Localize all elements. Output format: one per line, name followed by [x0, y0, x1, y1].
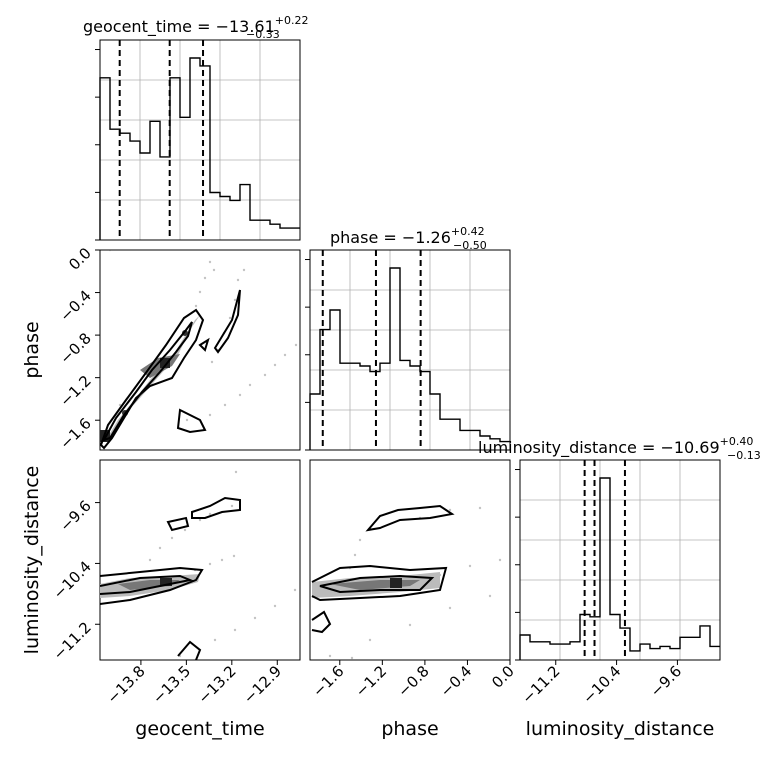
title-phase: phase = −1.26+0.42 −0.50: [330, 225, 487, 252]
x-tick-label: 0.0: [488, 662, 518, 692]
x-tick-label: −13.2: [194, 662, 239, 707]
y-tick-label: −0.4: [56, 287, 94, 325]
y-tick-label: −1.6: [56, 414, 94, 452]
density-fill: [100, 315, 200, 442]
contour-luminosity-distance-vs-geocent-time: [99, 459, 301, 661]
sample-points: [108, 250, 298, 422]
y-tick-label: −0.8: [56, 329, 94, 367]
y-tick-label: 0.0: [65, 244, 95, 274]
tick-labels: −13.8 −13.5 −13.2 −12.9 −1.6 −1.2 −0.8 −0.4 0.0−…: [50, 244, 686, 707]
x-tick-label: −0.4: [437, 662, 475, 700]
title-luminosity-distance: luminosity_distance = −10.69+0.40 −0.13: [478, 435, 760, 462]
y-tick-label: −11.2: [50, 618, 95, 663]
histogram-steps: [519, 477, 720, 660]
ylabel-luminosity-distance: luminosity_distance: [21, 466, 43, 655]
histogram-steps: [309, 267, 510, 450]
y-tick-label: −1.2: [56, 372, 94, 410]
density-fill: [312, 572, 440, 598]
x-tick-label: −9.6: [647, 662, 685, 700]
ylabel-phase: phase: [21, 321, 43, 378]
x-tick-label: −0.8: [394, 662, 432, 700]
histogram-geocent-time: [95, 39, 301, 241]
contour-phase-vs-geocent-time: [99, 249, 301, 451]
x-tick-label: −1.6: [309, 662, 347, 700]
contour-lines: [311, 504, 455, 634]
x-tick-label: −1.2: [352, 662, 390, 700]
x-tick-label: −12.9: [240, 662, 285, 707]
contour-luminosity-distance-vs-phase: [309, 459, 511, 661]
x-tick-label: −11.2: [518, 662, 563, 707]
x-tick-label: −13.5: [149, 662, 194, 707]
histogram-steps: [99, 57, 300, 240]
histogram-phase: [305, 249, 511, 451]
x-tick-label: −13.8: [104, 662, 149, 707]
histogram-luminosity-distance: [515, 459, 721, 661]
title-geocent-time: geocent_time = −13.61+0.22 −0.33: [83, 14, 309, 41]
contour-lines: [100, 496, 241, 660]
x-tick-label: −10.4: [579, 662, 624, 707]
contour-lines: [100, 289, 241, 450]
y-tick-label: −10.4: [50, 558, 95, 603]
xlabel-phase: phase: [381, 718, 438, 740]
y-tick-label: −9.6: [56, 497, 94, 535]
sample-points: [148, 470, 297, 658]
xlabel-geocent-time: geocent_time: [135, 718, 264, 740]
xlabel-luminosity-distance: luminosity_distance: [526, 718, 715, 740]
